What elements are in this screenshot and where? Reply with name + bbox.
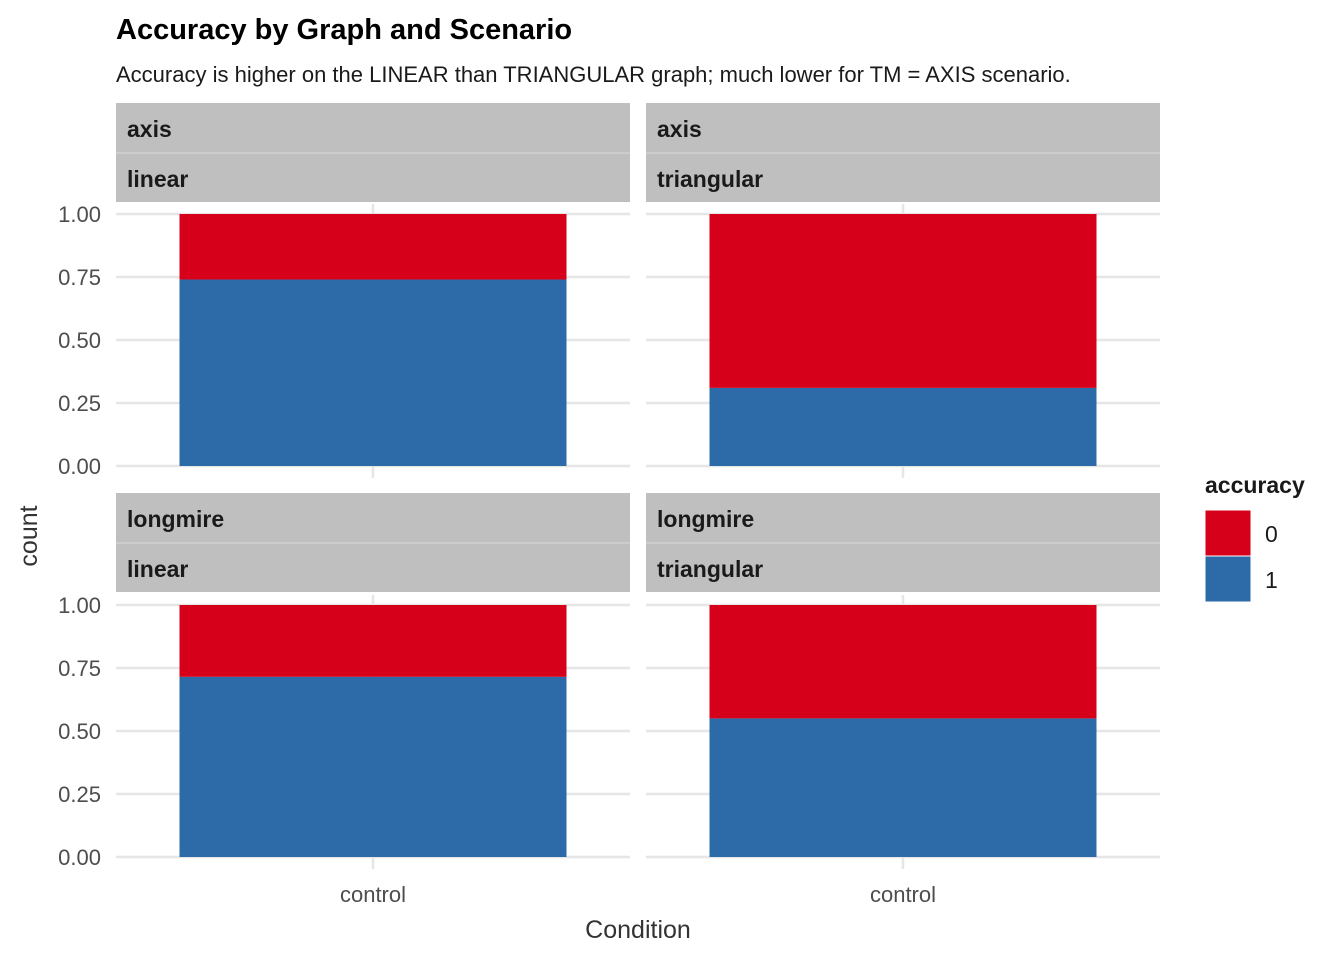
bar-segment-accuracy-1 bbox=[179, 279, 567, 466]
facet-label-scenario: axis bbox=[657, 116, 702, 142]
legend: accuracy 0 1 bbox=[1204, 472, 1305, 603]
y-tick-label: 0.50 bbox=[58, 719, 101, 744]
bar-segment-accuracy-0 bbox=[709, 605, 1097, 719]
facet-label-graph: triangular bbox=[657, 166, 763, 192]
legend-key-0 bbox=[1204, 509, 1252, 557]
facet-strip-scenario bbox=[646, 493, 1160, 543]
facet-strip-scenario bbox=[116, 103, 630, 153]
legend-label: 0 bbox=[1265, 521, 1278, 547]
bar-segment-accuracy-0 bbox=[179, 605, 567, 677]
y-axis-title: count bbox=[15, 505, 43, 566]
facet-panel: longmire linear 0.00 0.25 0.50 0.75 1.00 contro… bbox=[58, 493, 630, 907]
y-tick-label: 0.50 bbox=[58, 328, 101, 353]
facet-label-graph: linear bbox=[127, 556, 188, 582]
facet-panel: longmire triangular control bbox=[646, 493, 1160, 907]
legend-key-1 bbox=[1204, 555, 1252, 603]
facet-panels: axis linear 0.00 0.25 0.50 0.75 1.00 axis triang… bbox=[58, 103, 1160, 907]
chart-subtitle: Accuracy is higher on the LINEAR than TR… bbox=[116, 62, 1071, 87]
bar-segment-accuracy-0 bbox=[709, 214, 1097, 388]
facet-label-graph: linear bbox=[127, 166, 188, 192]
legend-title: accuracy bbox=[1205, 472, 1305, 498]
facet-label-scenario: axis bbox=[127, 116, 172, 142]
y-tick-label: 0.25 bbox=[58, 782, 101, 807]
y-tick-label: 0.75 bbox=[58, 265, 101, 290]
y-tick-label: 1.00 bbox=[58, 202, 101, 227]
facet-label-scenario: longmire bbox=[127, 506, 224, 532]
legend-label: 1 bbox=[1265, 567, 1278, 593]
y-tick-label: 0.75 bbox=[58, 656, 101, 681]
facet-strip-scenario bbox=[116, 493, 630, 543]
y-tick-label: 1.00 bbox=[58, 593, 101, 618]
facet-strip-graph bbox=[116, 153, 630, 202]
facet-label-graph: triangular bbox=[657, 556, 763, 582]
facet-strip-scenario bbox=[646, 103, 1160, 153]
facet-panel: axis linear 0.00 0.25 0.50 0.75 1.00 bbox=[58, 103, 630, 479]
y-tick-label: 0.00 bbox=[58, 845, 101, 870]
chart-title: Accuracy by Graph and Scenario bbox=[116, 14, 572, 46]
facet-strip-graph bbox=[646, 543, 1160, 592]
x-tick-label: control bbox=[870, 882, 936, 907]
bar-segment-accuracy-1 bbox=[709, 387, 1097, 466]
bar-segment-accuracy-0 bbox=[179, 214, 567, 280]
bar-segment-accuracy-1 bbox=[709, 718, 1097, 857]
y-tick-label: 0.00 bbox=[58, 454, 101, 479]
x-axis-title: Condition bbox=[585, 916, 691, 944]
y-tick-label: 0.25 bbox=[58, 391, 101, 416]
x-tick-label: control bbox=[340, 882, 406, 907]
facet-label-scenario: longmire bbox=[657, 506, 754, 532]
bar-segment-accuracy-1 bbox=[179, 676, 567, 857]
facet-panel: axis triangular bbox=[646, 103, 1160, 478]
facet-strip-graph bbox=[116, 543, 630, 592]
facet-strip-graph bbox=[646, 153, 1160, 202]
